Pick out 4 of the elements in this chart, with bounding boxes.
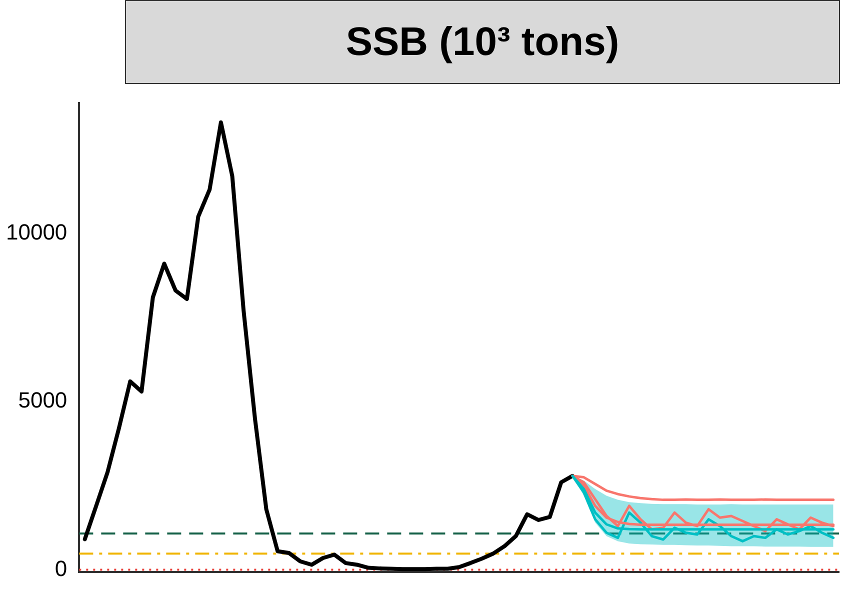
chart-title: SSB (10³ tons) (125, 0, 840, 84)
y-tick-label: 10000 (6, 219, 68, 244)
y-tick-label: 5000 (18, 388, 68, 413)
y-tick-label: 0 (54, 556, 68, 581)
